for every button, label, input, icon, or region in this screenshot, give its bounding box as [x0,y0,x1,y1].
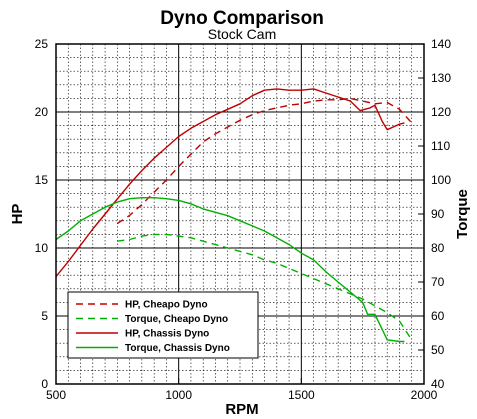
y2-tick-label: 140 [431,37,451,51]
x-tick-label: 500 [46,388,66,402]
y2-tick-label: 80 [431,241,445,255]
legend-label-torque-cheapo-dyno: Torque, Cheapo Dyno [125,314,228,325]
y-axis-ticks: 0 5 10 15 20 25 [35,37,62,391]
y2-tick-label: 40 [431,377,445,391]
series-line-torque-chassis-dyno [55,197,405,343]
legend: HP, Cheapo Dyno Torque, Cheapo Dyno HP, Ch… [67,291,259,359]
legend-label-torque-chassis-dyno: Torque, Chassis Dyno [125,343,230,354]
y2-tick-label: 90 [431,207,445,221]
chart-subtitle: Stock Cam [208,26,276,42]
y-axis-label: HP [9,204,26,225]
chart-title: Dyno Comparison [160,8,324,29]
y-tick-label: 0 [41,377,48,391]
y-tick-label: 15 [35,173,49,187]
y2-tick-label: 70 [431,275,445,289]
x-tick-label: 1000 [165,388,192,402]
y2-axis-label: Torque [454,189,471,239]
series-line-torque-cheapo-dyno [117,233,413,341]
y-tick-label: 25 [35,37,49,51]
x-tick-label: 2000 [411,388,438,402]
y2-tick-label: 100 [431,173,451,187]
series-line-hp-cheapo-dyno [116,97,413,225]
y-tick-label: 10 [35,241,49,255]
y2-tick-label: 120 [431,105,451,119]
y-tick-label: 20 [35,105,49,119]
y2-tick-label: 50 [431,343,445,357]
y2-tick-label: 60 [431,309,445,323]
x-tick-label: 1500 [288,388,315,402]
y2-tick-label: 130 [431,71,451,85]
y2-axis-ticks: 40 50 60 70 80 90 100 110 120 130 140 [418,37,451,391]
x-axis-ticks: 500 1000 1500 2000 [46,378,438,402]
x-axis-label: RPM [225,401,258,418]
y2-tick-label: 110 [431,139,450,153]
series-layer [55,88,413,343]
legend-label-hp-cheapo-dyno: HP, Cheapo Dyno [125,300,208,311]
y-tick-label: 5 [41,309,48,323]
series-line-hp-chassis-dyno [55,88,405,278]
legend-label-hp-chassis-dyno: HP, Chassis Dyno [125,329,209,340]
